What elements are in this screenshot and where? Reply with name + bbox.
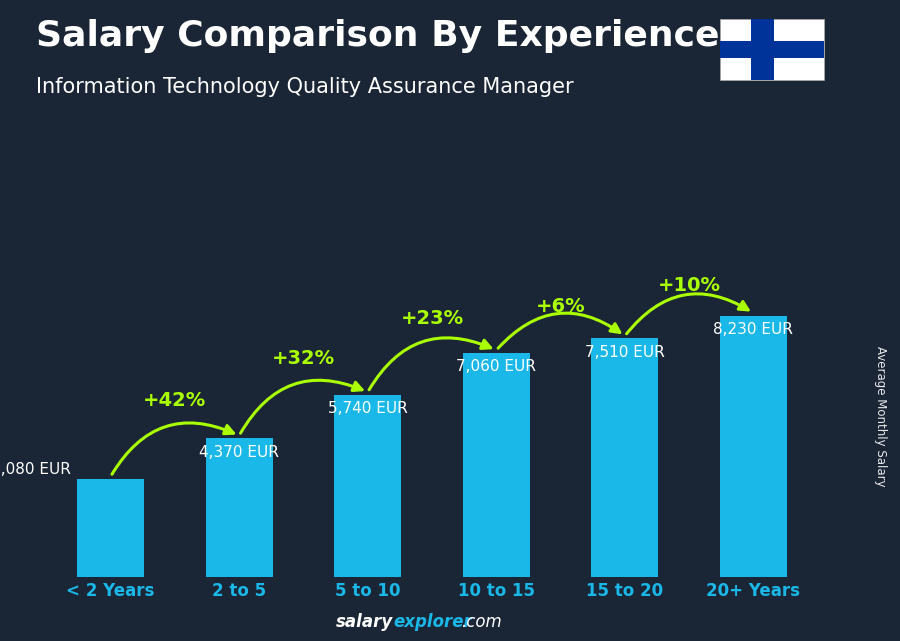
Text: explorer: explorer [393, 613, 472, 631]
Text: +42%: +42% [143, 391, 206, 410]
Text: Average Monthly Salary: Average Monthly Salary [874, 346, 886, 487]
Text: 8,230 EUR: 8,230 EUR [714, 322, 794, 337]
Text: +23%: +23% [400, 310, 464, 328]
Text: +10%: +10% [658, 276, 721, 295]
Text: .com: .com [461, 613, 501, 631]
Text: 4,370 EUR: 4,370 EUR [199, 444, 279, 460]
Bar [720, 315, 787, 577]
Text: Information Technology Quality Assurance Manager: Information Technology Quality Assurance… [36, 77, 573, 97]
Bar [591, 338, 658, 577]
Text: +6%: +6% [536, 297, 585, 316]
Text: 7,060 EUR: 7,060 EUR [456, 359, 536, 374]
Text: Salary Comparison By Experience: Salary Comparison By Experience [36, 19, 719, 53]
Text: +32%: +32% [272, 349, 335, 369]
Bar [77, 479, 144, 577]
Text: 5,740 EUR: 5,740 EUR [328, 401, 408, 416]
Text: 7,510 EUR: 7,510 EUR [585, 345, 665, 360]
Bar [463, 353, 530, 577]
Text: 3,080 EUR: 3,080 EUR [0, 462, 71, 477]
Text: salary: salary [336, 613, 393, 631]
Bar [334, 395, 401, 577]
Bar [206, 438, 273, 577]
